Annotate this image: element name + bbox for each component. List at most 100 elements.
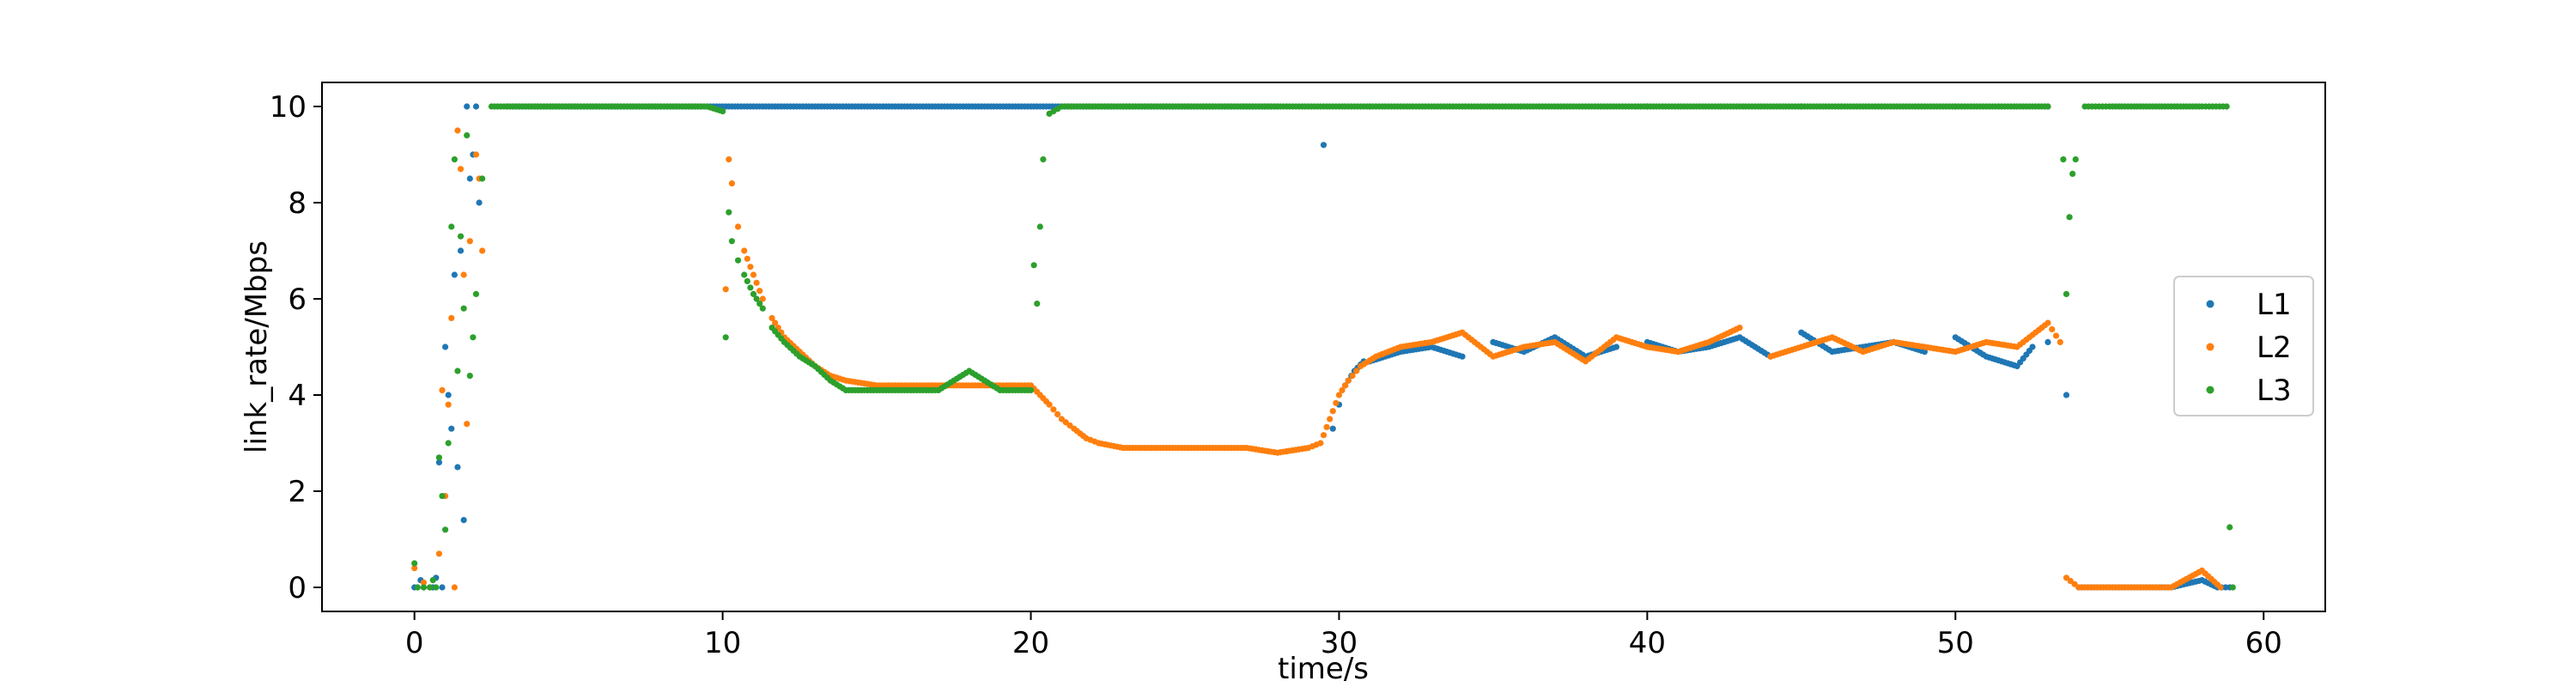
- data-point: [1345, 377, 1352, 384]
- legend-box: [2173, 276, 2314, 416]
- data-point: [451, 271, 458, 278]
- data-point: [747, 264, 754, 271]
- data-point: [451, 584, 458, 591]
- data-point: [769, 314, 775, 321]
- data-point: [1329, 425, 1336, 432]
- data-point: [464, 103, 471, 110]
- legend-marker: [2206, 343, 2215, 351]
- data-point: [2069, 170, 2076, 177]
- data-point: [734, 223, 742, 230]
- data-point: [744, 255, 750, 262]
- data-point: [1046, 401, 1053, 408]
- data-point: [1030, 262, 1037, 269]
- data-point: [750, 290, 757, 297]
- data-point: [435, 454, 442, 461]
- data-point: [472, 103, 480, 110]
- data-point: [2072, 156, 2079, 163]
- y-tick-label: 0: [288, 571, 307, 605]
- data-point: [2044, 103, 2051, 110]
- data-point: [1320, 432, 1327, 439]
- data-point: [1036, 223, 1043, 230]
- data-point: [728, 238, 735, 245]
- y-axis-label: link_rate/Mbps: [240, 240, 274, 453]
- data-point: [460, 305, 467, 312]
- data-point: [439, 584, 446, 591]
- data-point: [726, 209, 732, 216]
- data-point: [454, 464, 461, 471]
- data-point: [1335, 392, 1343, 398]
- data-point: [460, 271, 467, 278]
- data-point: [454, 368, 461, 374]
- data-point: [457, 166, 465, 173]
- data-point: [466, 175, 473, 182]
- x-tick-label: 60: [2245, 626, 2282, 660]
- data-point: [439, 493, 446, 500]
- data-point: [750, 271, 757, 278]
- data-point: [479, 175, 486, 182]
- x-axis-ticks: 0 10 20 30 40 50 60: [405, 611, 2282, 660]
- data-point: [1353, 368, 1360, 374]
- data-point: [411, 565, 418, 572]
- x-tick-label: 30: [1321, 626, 1358, 660]
- legend: L1 L2 L3: [2173, 276, 2314, 416]
- data-point: [464, 132, 471, 139]
- data-point: [2223, 103, 2230, 110]
- data-point: [445, 401, 452, 408]
- data-point: [435, 459, 442, 466]
- legend-label: L2: [2257, 331, 2292, 365]
- y-tick-label: 10: [270, 90, 307, 125]
- data-point: [2044, 338, 2051, 345]
- data-point: [726, 156, 732, 163]
- data-point: [445, 392, 452, 398]
- x-tick-label: 0: [405, 626, 424, 660]
- data-point: [1034, 301, 1041, 307]
- data-point: [441, 344, 449, 350]
- data-point: [2057, 338, 2063, 345]
- data-point: [1327, 416, 1334, 423]
- data-point: [429, 577, 436, 584]
- data-point: [1054, 410, 1061, 417]
- data-point: [439, 386, 446, 393]
- data-point: [756, 301, 763, 307]
- data-point: [759, 305, 766, 312]
- data-point: [753, 295, 760, 302]
- data-point: [2063, 392, 2070, 398]
- x-tick-label: 50: [1937, 626, 1974, 660]
- x-tick-label: 20: [1012, 626, 1049, 660]
- data-point: [759, 295, 766, 302]
- data-point: [772, 319, 779, 326]
- data-point: [1339, 386, 1346, 393]
- data-point: [479, 247, 486, 254]
- data-point: [435, 550, 442, 557]
- data-point: [753, 279, 760, 286]
- plot-area: [321, 82, 2326, 612]
- data-point: [448, 425, 455, 432]
- data-point: [734, 257, 742, 264]
- data-point: [427, 584, 434, 591]
- data-point: [1613, 344, 1620, 350]
- x-tick-label: 10: [704, 626, 741, 660]
- data-point: [441, 526, 449, 533]
- y-tick-label: 4: [288, 379, 307, 413]
- legend-marker: [2206, 300, 2215, 308]
- data-point: [2044, 319, 2051, 326]
- data-point: [1040, 156, 1047, 163]
- data-point: [2029, 344, 2036, 350]
- data-point: [741, 271, 748, 278]
- data-point: [457, 233, 465, 240]
- data-point: [1329, 408, 1336, 415]
- y-tick-label: 8: [288, 186, 307, 221]
- data-point: [1459, 353, 1466, 360]
- legend-label: L1: [2257, 288, 2292, 322]
- data-point: [464, 421, 471, 428]
- x-tick-label: 40: [1629, 626, 1666, 660]
- data-point: [466, 238, 473, 245]
- data-point: [1320, 142, 1327, 149]
- data-point: [722, 286, 729, 293]
- data-point: [2066, 214, 2073, 221]
- data-point: [2049, 325, 2056, 333]
- data-point: [756, 288, 763, 295]
- y-tick-label: 2: [288, 475, 307, 509]
- data-point: [454, 127, 461, 134]
- data-point: [457, 247, 465, 254]
